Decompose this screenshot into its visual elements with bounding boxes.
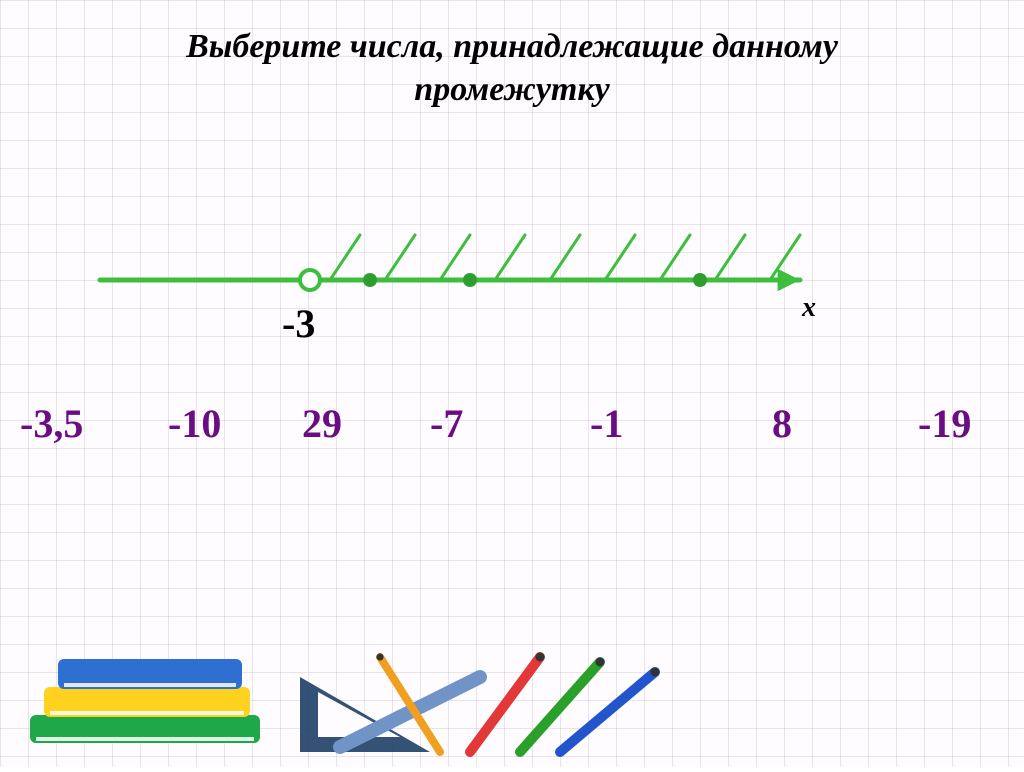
option-number[interactable]: -1 [590, 400, 623, 447]
option-number[interactable]: -19 [918, 400, 971, 447]
page-title: Выберите числа, принадлежащие данному пр… [0, 26, 1024, 111]
title-line-1: Выберите числа, принадлежащие данному [186, 28, 838, 65]
option-number[interactable]: 29 [302, 400, 342, 447]
option-number[interactable]: -10 [168, 400, 221, 447]
number-line-svg [80, 200, 820, 320]
option-number[interactable]: -7 [430, 400, 463, 447]
option-number[interactable]: -3,5 [20, 400, 83, 447]
options-row: -3,5 -10 29 -7 -1 8 -19 [0, 400, 1024, 460]
open-point-label: -3 [282, 300, 315, 347]
school-supplies-decoration [0, 587, 1024, 767]
title-line-2: промежутку [414, 71, 609, 108]
supplies-svg [0, 587, 1024, 767]
option-number[interactable]: 8 [772, 400, 792, 447]
axis-label: х [802, 292, 816, 324]
number-line [80, 200, 820, 320]
